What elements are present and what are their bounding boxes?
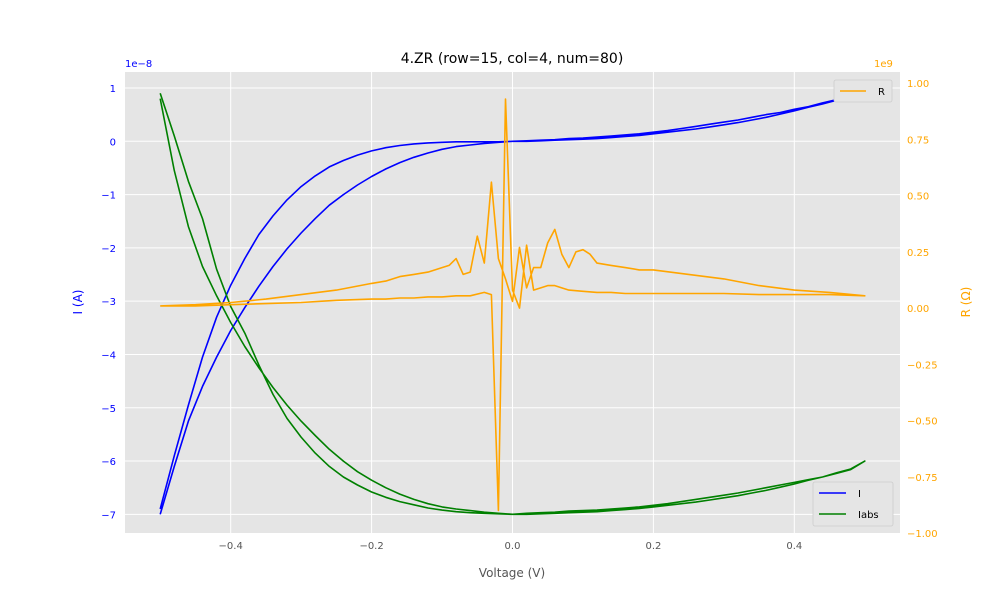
legend-i-label: I [858, 489, 861, 500]
left-tick-label: −4 [101, 350, 116, 361]
left-tick-label: 1 [110, 84, 116, 95]
right-axis-title: R (Ω) [959, 287, 973, 318]
left-tick-label: −3 [101, 297, 116, 308]
left-axis-offset-text: 1e−8 [125, 59, 152, 70]
left-tick-label: −7 [101, 510, 116, 521]
right-tick-label: −1.00 [907, 529, 938, 540]
x-tick-label: 0.0 [505, 541, 521, 552]
right-tick-label: 0.75 [907, 135, 929, 146]
series-line-r [160, 98, 866, 512]
legend-left: I Iabs [812, 481, 894, 527]
left-tick-label: −5 [101, 404, 116, 415]
right-tick-label: −0.50 [907, 417, 938, 428]
x-axis-title: Voltage (V) [479, 566, 545, 580]
left-tick-label: −6 [101, 457, 116, 468]
x-tick-label: 0.2 [645, 541, 661, 552]
legend-right: R [833, 79, 893, 103]
tick-labels: −0.4 −0.2 0.0 0.2 0.4 1 0 −1 −2 −3 −4 −5 −6 −7 1.00 0.7… [101, 79, 937, 552]
series-line-iabs [159, 93, 866, 516]
right-tick-label: 1.00 [907, 79, 929, 90]
right-axis-offset-text: 1e9 [874, 59, 893, 70]
right-tick-label: 0.00 [907, 304, 929, 315]
left-tick-label: −1 [101, 191, 116, 202]
legend-left-box [812, 481, 894, 527]
x-tick-label: −0.2 [359, 541, 383, 552]
right-tick-label: 0.25 [907, 248, 929, 259]
right-tick-label: 0.50 [907, 192, 929, 203]
left-tick-label: 0 [110, 137, 116, 148]
right-tick-label: −0.25 [907, 360, 938, 371]
x-tick-label: 0.4 [786, 541, 802, 552]
right-tick-label: −0.75 [907, 473, 938, 484]
left-tick-label: −2 [101, 244, 116, 255]
left-axis-title: I (A) [71, 290, 85, 315]
legend-r-label: R [878, 87, 885, 98]
x-tick-label: −0.4 [219, 541, 243, 552]
legend-iabs-label: Iabs [858, 510, 879, 521]
chart-title: 4.ZR (row=15, col=4, num=80) [401, 51, 624, 67]
